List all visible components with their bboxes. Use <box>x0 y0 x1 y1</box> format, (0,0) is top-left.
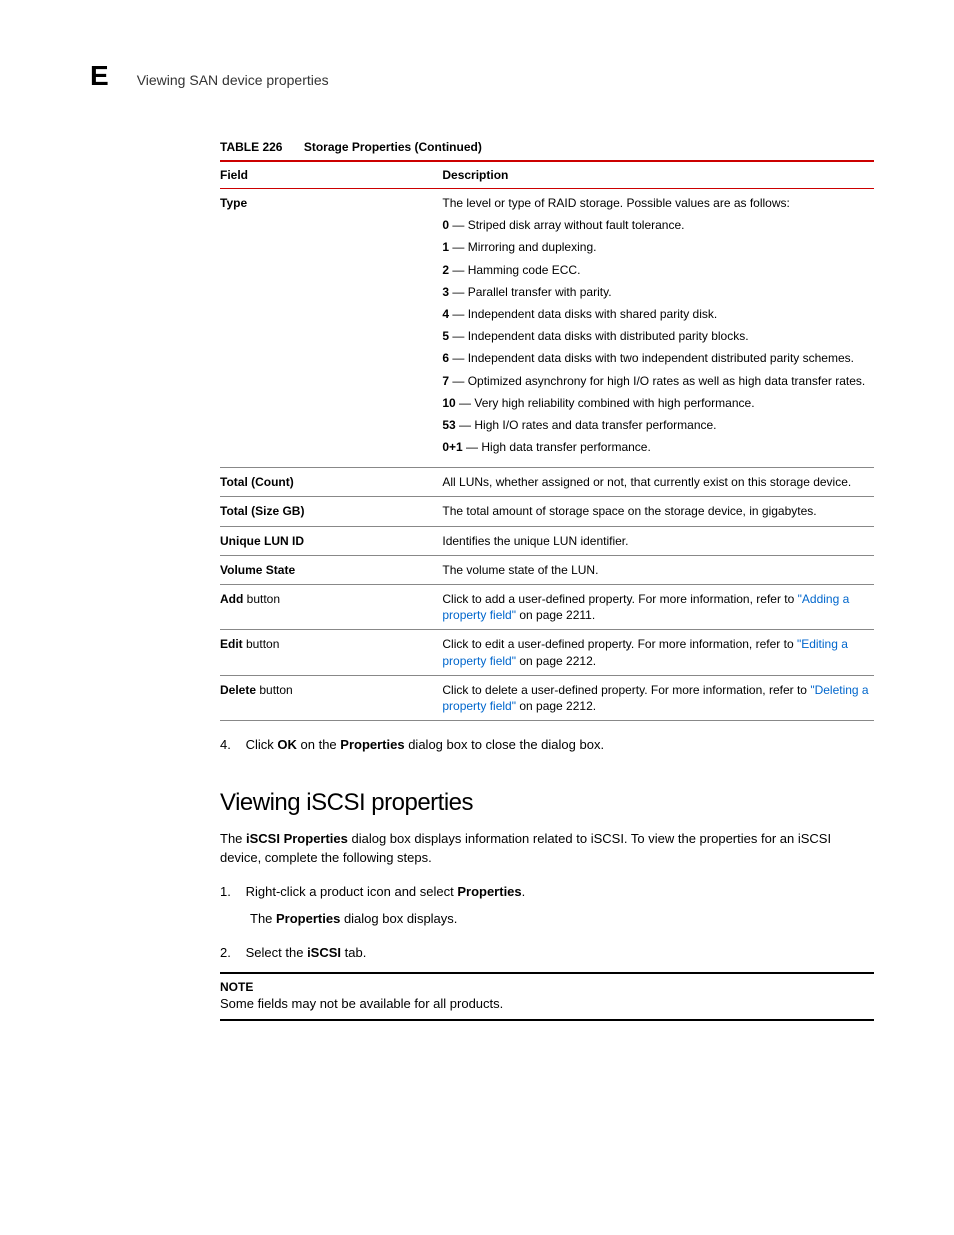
field-label: Volume State <box>220 563 295 577</box>
col-field: Field <box>220 161 442 189</box>
storage-properties-table: Field Description Type The level or type… <box>220 160 874 721</box>
note-block: NOTE Some fields may not be available fo… <box>220 972 874 1021</box>
field-label: Type <box>220 196 247 210</box>
field-desc: The volume state of the LUN. <box>442 555 874 584</box>
table-row: Add button Click to add a user-defined p… <box>220 585 874 630</box>
note-label: NOTE <box>220 980 874 994</box>
table-row: Type The level or type of RAID storage. … <box>220 189 874 468</box>
field-desc: All LUNs, whether assigned or not, that … <box>442 468 874 497</box>
table-caption: TABLE 226 Storage Properties (Continued) <box>220 140 874 154</box>
step-2: 2. Select the iSCSI tab. <box>220 943 874 963</box>
header-title: Viewing SAN device properties <box>137 72 329 88</box>
section-intro: The iSCSI Properties dialog box displays… <box>220 829 874 868</box>
field-label: Total (Size GB) <box>220 504 304 518</box>
field-desc: The total amount of storage space on the… <box>442 497 874 526</box>
table-row: Total (Count) All LUNs, whether assigned… <box>220 468 874 497</box>
field-desc: Identifies the unique LUN identifier. <box>442 526 874 555</box>
page-header: E Viewing SAN device properties <box>90 60 874 92</box>
table-row: Total (Size GB) The total amount of stor… <box>220 497 874 526</box>
table-row: Unique LUN ID Identifies the unique LUN … <box>220 526 874 555</box>
step-1: 1. Right-click a product icon and select… <box>220 882 874 902</box>
type-intro: The level or type of RAID storage. Possi… <box>442 195 870 211</box>
appendix-letter: E <box>90 60 109 92</box>
field-label: Unique LUN ID <box>220 534 304 548</box>
step-4: 4. Click OK on the Properties dialog box… <box>220 735 874 755</box>
step-1-sub: The Properties dialog box displays. <box>250 909 874 929</box>
table-row: Volume State The volume state of the LUN… <box>220 555 874 584</box>
table-number: TABLE 226 <box>220 140 282 154</box>
table-row: Delete button Click to delete a user-def… <box>220 675 874 720</box>
col-description: Description <box>442 161 874 189</box>
field-label: Total (Count) <box>220 475 294 489</box>
section-heading: Viewing iSCSI properties <box>220 789 874 817</box>
table-title: Storage Properties (Continued) <box>304 140 482 154</box>
table-row: Edit button Click to edit a user-defined… <box>220 630 874 675</box>
note-text: Some fields may not be available for all… <box>220 996 874 1011</box>
